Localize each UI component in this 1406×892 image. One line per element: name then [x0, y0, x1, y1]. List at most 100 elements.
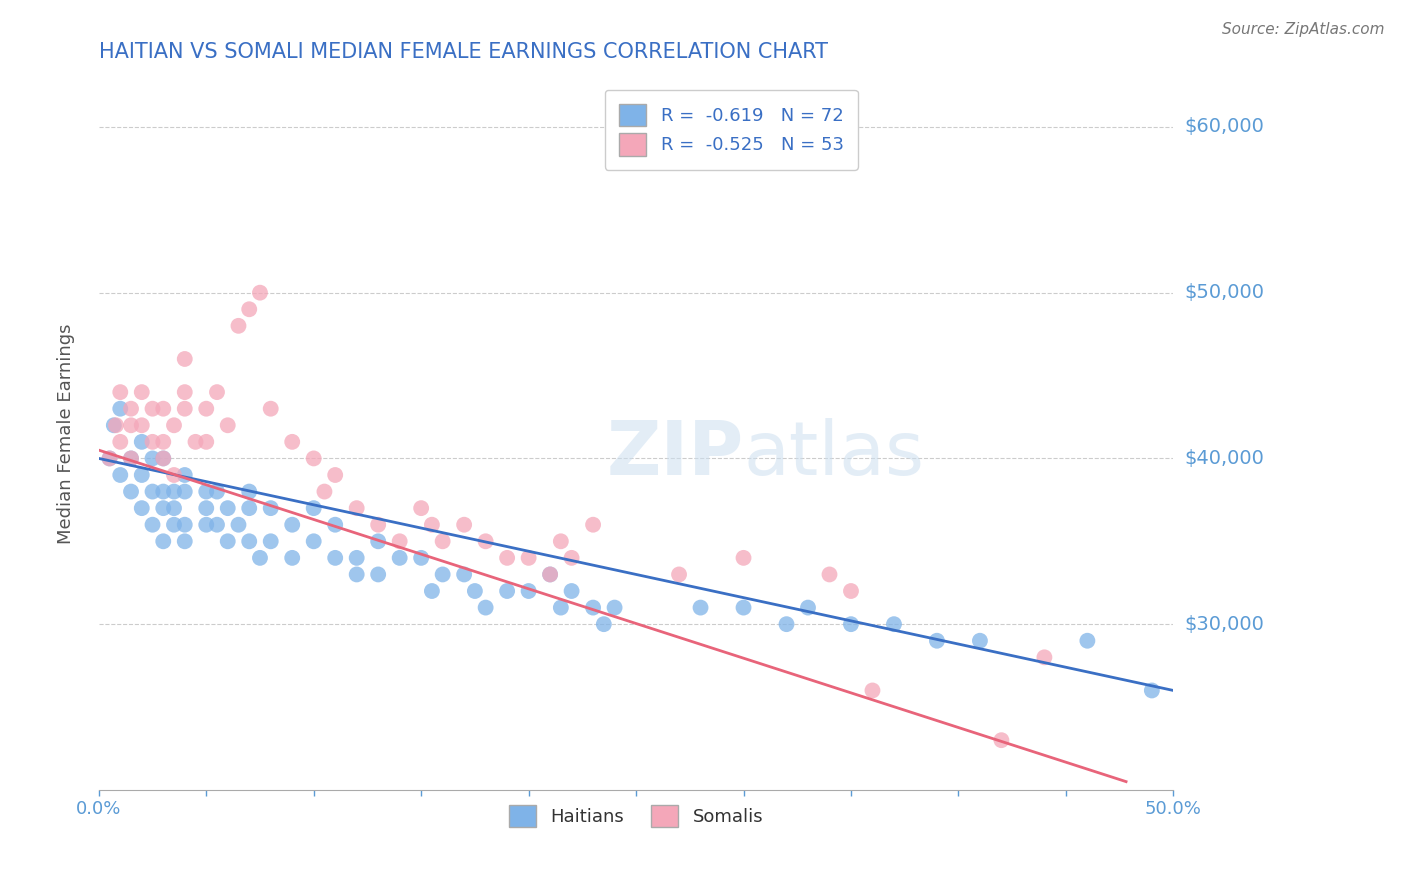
Y-axis label: Median Female Earnings: Median Female Earnings	[58, 323, 75, 544]
Point	[367, 517, 389, 532]
Point	[839, 584, 862, 599]
Point	[323, 550, 346, 565]
Point	[173, 484, 195, 499]
Point	[925, 633, 948, 648]
Point	[603, 600, 626, 615]
Point	[131, 434, 153, 449]
Point	[420, 517, 443, 532]
Point	[205, 484, 228, 499]
Point	[141, 451, 163, 466]
Point	[152, 451, 174, 466]
Point	[163, 501, 186, 516]
Point	[195, 517, 218, 532]
Point	[550, 600, 572, 615]
Point	[538, 567, 561, 582]
Point	[302, 451, 325, 466]
Point	[281, 434, 304, 449]
Point	[173, 534, 195, 549]
Point	[195, 401, 218, 416]
Point	[1076, 633, 1098, 648]
Point	[238, 484, 260, 499]
Point	[163, 517, 186, 532]
Point	[281, 550, 304, 565]
Point	[131, 501, 153, 516]
Point	[103, 418, 125, 433]
Point	[195, 484, 218, 499]
Point	[152, 534, 174, 549]
Point	[152, 484, 174, 499]
Point	[592, 617, 614, 632]
Point	[249, 550, 271, 565]
Point	[862, 683, 884, 698]
Point	[205, 385, 228, 400]
Point	[260, 501, 283, 516]
Point	[561, 550, 583, 565]
Point	[420, 584, 443, 599]
Point	[453, 517, 475, 532]
Point	[538, 567, 561, 582]
Point	[346, 550, 368, 565]
Point	[1033, 650, 1056, 665]
Point	[205, 517, 228, 532]
Point	[173, 351, 195, 366]
Point	[104, 418, 127, 433]
Point	[411, 501, 433, 516]
Point	[152, 401, 174, 416]
Legend: Haitians, Somalis: Haitians, Somalis	[502, 797, 770, 834]
Point	[173, 385, 195, 400]
Point	[110, 468, 132, 483]
Point	[217, 418, 239, 433]
Point	[98, 451, 121, 466]
Point	[131, 385, 153, 400]
Point	[120, 418, 142, 433]
Point	[217, 534, 239, 549]
Point	[141, 517, 163, 532]
Point	[464, 584, 486, 599]
Point	[411, 550, 433, 565]
Point	[163, 418, 186, 433]
Point	[453, 567, 475, 582]
Point	[302, 501, 325, 516]
Point	[195, 434, 218, 449]
Point	[388, 534, 411, 549]
Text: $40,000: $40,000	[1184, 449, 1264, 468]
Point	[141, 434, 163, 449]
Text: Source: ZipAtlas.com: Source: ZipAtlas.com	[1222, 22, 1385, 37]
Point	[561, 584, 583, 599]
Point	[302, 534, 325, 549]
Point	[173, 517, 195, 532]
Point	[775, 617, 797, 632]
Point	[668, 567, 690, 582]
Point	[217, 501, 239, 516]
Point	[1140, 683, 1163, 698]
Point	[131, 418, 153, 433]
Point	[883, 617, 905, 632]
Point	[733, 550, 755, 565]
Point	[152, 434, 174, 449]
Point	[733, 600, 755, 615]
Point	[517, 550, 540, 565]
Point	[990, 733, 1012, 747]
Point	[238, 501, 260, 516]
Point	[314, 484, 336, 499]
Point	[432, 534, 454, 549]
Point	[110, 385, 132, 400]
Point	[228, 517, 250, 532]
Point	[152, 451, 174, 466]
Point	[517, 584, 540, 599]
Point	[496, 584, 519, 599]
Point	[120, 451, 142, 466]
Point	[110, 434, 132, 449]
Point	[346, 567, 368, 582]
Point	[582, 517, 605, 532]
Text: $60,000: $60,000	[1184, 118, 1264, 136]
Point	[110, 401, 132, 416]
Point	[367, 534, 389, 549]
Point	[550, 534, 572, 549]
Point	[969, 633, 991, 648]
Point	[195, 501, 218, 516]
Text: ZIP: ZIP	[606, 418, 744, 491]
Point	[260, 534, 283, 549]
Point	[689, 600, 711, 615]
Point	[120, 451, 142, 466]
